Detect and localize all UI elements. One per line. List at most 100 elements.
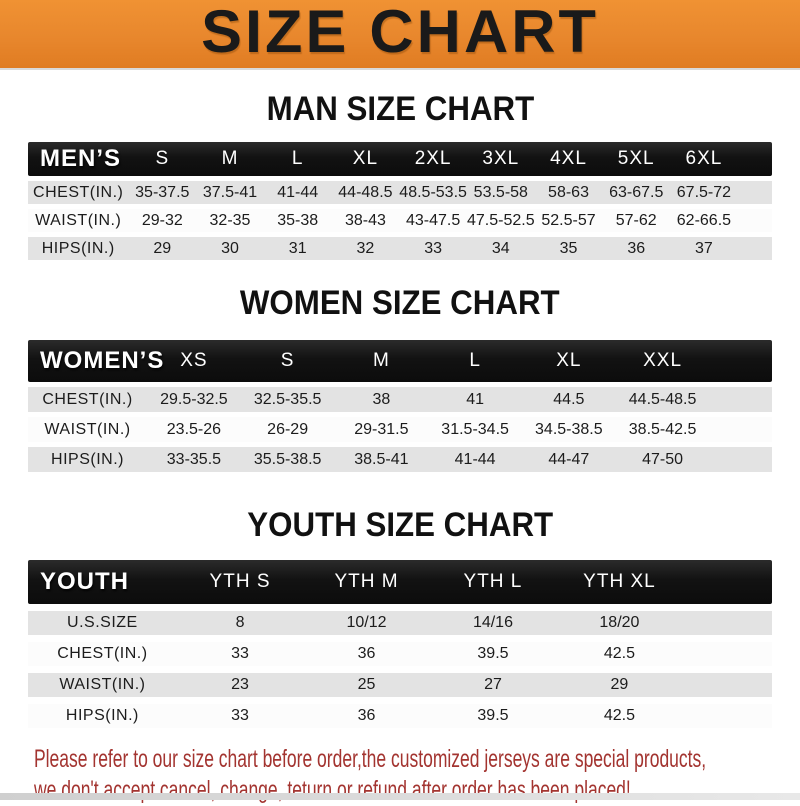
column-header-cell: XXL bbox=[643, 350, 683, 371]
column-header-cell: YTH M bbox=[334, 571, 399, 592]
column-header-cell: 4XL bbox=[550, 148, 587, 169]
column-header-cell: 6XL bbox=[685, 148, 723, 169]
man-size-chart-heading: MAN SIZE CHART bbox=[266, 90, 534, 128]
value-cell: 38.5-41 bbox=[354, 450, 409, 468]
value-cell: 26-29 bbox=[267, 420, 309, 438]
column-header-cell: S bbox=[155, 148, 170, 169]
column-header-cell: YTH XL bbox=[583, 571, 656, 592]
value-cell: 42.5 bbox=[603, 645, 635, 662]
value-cell: 57-62 bbox=[615, 211, 657, 229]
column-header-cell: L bbox=[469, 350, 481, 371]
column-header-cell: L bbox=[291, 148, 304, 169]
value-cell: 43-47.5 bbox=[405, 211, 461, 229]
value-cell: 36 bbox=[357, 707, 376, 724]
value-cell: 35-37.5 bbox=[135, 183, 190, 201]
column-header-cell: M bbox=[372, 350, 390, 371]
row-label-cell: HIPS(IN.) bbox=[51, 450, 124, 468]
value-cell: 37 bbox=[695, 239, 713, 257]
disclaimer-line-1: Please refer to our size chart before or… bbox=[34, 745, 707, 773]
value-cell: 29 bbox=[153, 239, 172, 257]
value-cell: 38 bbox=[372, 390, 391, 408]
value-cell: 23.5-26 bbox=[166, 420, 222, 438]
column-header-cell: M bbox=[221, 148, 239, 169]
value-cell: 8 bbox=[235, 614, 245, 631]
column-header-cell: YTH L bbox=[463, 571, 523, 592]
column-header-cell: 2XL bbox=[414, 148, 452, 169]
table-title-cell: WOMEN’S bbox=[40, 347, 165, 374]
value-cell: 10/12 bbox=[346, 614, 387, 631]
size-chart-banner: SIZE CHART bbox=[0, 0, 800, 70]
men-size-table: MEN’S S M L XL 2XL 3XL 4XL 5XL 6XL CHEST(IN.) 35-37… bbox=[28, 142, 772, 260]
value-cell: 36 bbox=[357, 645, 376, 662]
bottom-divider bbox=[0, 793, 800, 800]
value-cell: 30 bbox=[221, 239, 239, 257]
column-header-cell: 3XL bbox=[482, 148, 520, 169]
value-cell: 44.5 bbox=[553, 390, 585, 408]
women-size-chart-heading: WOMEN SIZE CHART bbox=[240, 284, 560, 322]
value-cell: 34.5-38.5 bbox=[535, 420, 603, 438]
value-cell: 41 bbox=[466, 390, 484, 408]
table-header-row: YOUTH YTH S YTH M YTH L YTH XL bbox=[28, 560, 772, 604]
value-cell: 39.5 bbox=[477, 645, 509, 662]
value-cell: 48.5-53.5 bbox=[399, 183, 467, 201]
table-header-row: WOMEN’S XS S M L XL XXL bbox=[28, 340, 772, 382]
table-row: WAIST(IN.) 23 25 27 29 bbox=[28, 673, 772, 697]
row-label-cell: HIPS(IN.) bbox=[41, 239, 115, 257]
row-label-cell: CHEST(IN.) bbox=[57, 645, 148, 662]
table-row: CHEST(IN.) 29.5-32.5 32.5-35.5 38 41 44.5 44.5… bbox=[28, 387, 772, 412]
value-cell: 52.5-57 bbox=[541, 211, 596, 229]
value-cell: 63-67.5 bbox=[609, 183, 664, 201]
column-header-cell: XL bbox=[556, 350, 582, 371]
value-cell: 32.5-35.5 bbox=[253, 390, 322, 408]
value-cell: 38.5-42.5 bbox=[628, 420, 697, 438]
order-disclaimer: Please refer to our size chart before or… bbox=[0, 744, 800, 806]
row-label-cell: WAIST(IN.) bbox=[35, 211, 122, 229]
value-cell: 44-48.5 bbox=[338, 183, 393, 201]
table-row: WAIST(IN.) 29-32 32-35 35-38 38-43 43-47.5 47.… bbox=[28, 209, 772, 232]
banner-title: SIZE CHART bbox=[201, 0, 599, 65]
table-title-cell: YOUTH bbox=[40, 568, 129, 595]
value-cell: 29.5-32.5 bbox=[160, 390, 228, 408]
value-cell: 38-43 bbox=[344, 211, 386, 229]
value-cell: 32-35 bbox=[209, 211, 251, 229]
value-cell: 41-44 bbox=[277, 183, 319, 201]
value-cell: 42.5 bbox=[603, 707, 635, 724]
table-row: HIPS(IN.) 29 30 31 32 33 34 35 36 37 bbox=[28, 237, 772, 260]
value-cell: 44.5-48.5 bbox=[628, 390, 697, 408]
table-header-row: MEN’S S M L XL 2XL 3XL 4XL 5XL 6XL bbox=[28, 142, 772, 176]
column-header-cell: YTH S bbox=[209, 571, 271, 592]
value-cell: 44-47 bbox=[548, 450, 590, 468]
value-cell: 31 bbox=[288, 239, 307, 257]
women-size-table: WOMEN’S XS S M L XL XXL CHEST(IN.) 29.5-32.5 32.5… bbox=[28, 340, 772, 472]
value-cell: 35 bbox=[559, 239, 578, 257]
table-row: HIPS(IN.) 33-35.5 35.5-38.5 38.5-41 41-44 44-… bbox=[28, 447, 772, 472]
value-cell: 33 bbox=[231, 707, 249, 724]
table-title-cell: MEN’S bbox=[40, 145, 122, 172]
value-cell: 27 bbox=[484, 676, 502, 693]
value-cell: 37.5-41 bbox=[202, 183, 258, 201]
value-cell: 34 bbox=[491, 239, 510, 257]
row-label-cell: U.S.SIZE bbox=[67, 614, 138, 631]
youth-size-table: YOUTH YTH S YTH M YTH L YTH XL U.S.SIZE 8 10/12… bbox=[28, 560, 772, 728]
column-header-cell: XL bbox=[352, 148, 379, 169]
table-row: U.S.SIZE 8 10/12 14/16 18/20 bbox=[28, 611, 772, 635]
column-header-cell: S bbox=[280, 350, 295, 371]
value-cell: 41-44 bbox=[454, 450, 496, 468]
value-cell: 33 bbox=[424, 239, 442, 257]
value-cell: 31.5-34.5 bbox=[441, 420, 509, 438]
row-label-cell: WAIST(IN.) bbox=[59, 676, 146, 693]
value-cell: 18/20 bbox=[599, 614, 640, 631]
row-label-cell: HIPS(IN.) bbox=[65, 707, 139, 724]
table-row: CHEST(IN.) 33 36 39.5 42.5 bbox=[28, 642, 772, 666]
value-cell: 33 bbox=[231, 645, 249, 662]
value-cell: 62-66.5 bbox=[676, 211, 732, 229]
youth-size-chart-heading: YOUTH SIZE CHART bbox=[247, 506, 553, 544]
disclaimer-line-2: we don't accept cancel, change, teturn o… bbox=[34, 776, 631, 804]
row-label-cell: CHEST(IN.) bbox=[33, 183, 124, 201]
value-cell: 14/16 bbox=[472, 614, 513, 631]
column-header-cell: XS bbox=[180, 350, 208, 371]
value-cell: 35.5-38.5 bbox=[253, 450, 322, 468]
value-cell: 29-31.5 bbox=[354, 420, 409, 438]
column-header-cell: 5XL bbox=[617, 148, 655, 169]
table-row: HIPS(IN.) 33 36 39.5 42.5 bbox=[28, 704, 772, 728]
